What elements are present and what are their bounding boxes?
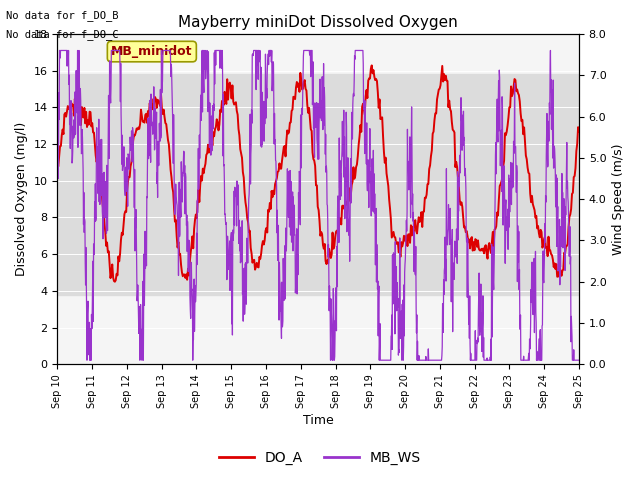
Y-axis label: Wind Speed (m/s): Wind Speed (m/s) xyxy=(612,144,625,255)
Legend: DO_A, MB_WS: DO_A, MB_WS xyxy=(214,445,426,471)
Bar xyxy=(58,74,579,295)
X-axis label: Time: Time xyxy=(303,414,333,427)
Text: No data for f_DO_C: No data for f_DO_C xyxy=(6,29,119,40)
Title: Mayberry miniDot Dissolved Oxygen: Mayberry miniDot Dissolved Oxygen xyxy=(179,15,458,30)
Y-axis label: Dissolved Oxygen (mg/l): Dissolved Oxygen (mg/l) xyxy=(15,122,28,276)
Text: No data for f_DO_B: No data for f_DO_B xyxy=(6,10,119,21)
Text: MB_minidot: MB_minidot xyxy=(111,45,193,58)
